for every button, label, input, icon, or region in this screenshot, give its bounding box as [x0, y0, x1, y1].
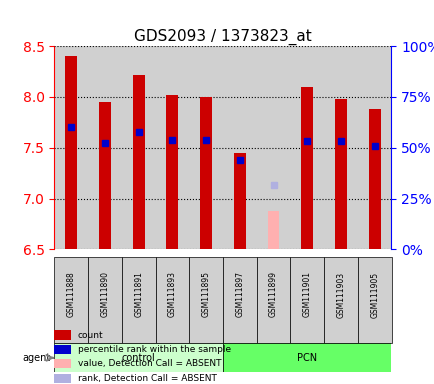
- Bar: [256, 46, 290, 249]
- Bar: [233, 153, 245, 249]
- Bar: [357, 46, 391, 249]
- Text: agent: agent: [23, 353, 51, 363]
- Text: PCN: PCN: [296, 353, 316, 363]
- Bar: [132, 74, 144, 249]
- FancyBboxPatch shape: [189, 257, 223, 343]
- FancyBboxPatch shape: [256, 257, 290, 343]
- Bar: [54, 374, 71, 383]
- Bar: [88, 46, 122, 249]
- Text: GSM111893: GSM111893: [168, 271, 177, 318]
- Bar: [334, 99, 346, 249]
- Bar: [290, 46, 323, 249]
- FancyBboxPatch shape: [323, 257, 357, 343]
- Text: GSM111891: GSM111891: [134, 271, 143, 317]
- Bar: [223, 46, 391, 249]
- Bar: [267, 211, 279, 249]
- Text: GSM111903: GSM111903: [335, 271, 345, 318]
- Bar: [323, 46, 357, 249]
- Bar: [301, 87, 312, 249]
- Bar: [65, 56, 77, 249]
- Bar: [54, 345, 71, 354]
- FancyBboxPatch shape: [223, 257, 256, 343]
- Bar: [54, 46, 88, 249]
- FancyBboxPatch shape: [88, 257, 122, 343]
- FancyBboxPatch shape: [223, 343, 391, 372]
- FancyBboxPatch shape: [155, 257, 189, 343]
- Bar: [368, 109, 380, 249]
- FancyBboxPatch shape: [357, 257, 391, 343]
- Bar: [200, 97, 211, 249]
- Text: GSM111901: GSM111901: [302, 271, 311, 318]
- Text: GSM111888: GSM111888: [66, 271, 76, 317]
- Bar: [155, 46, 189, 249]
- FancyBboxPatch shape: [122, 257, 155, 343]
- Bar: [122, 46, 155, 249]
- Text: value, Detection Call = ABSENT: value, Detection Call = ABSENT: [78, 359, 221, 368]
- Text: GSM111905: GSM111905: [369, 271, 378, 318]
- Bar: [189, 46, 223, 249]
- FancyBboxPatch shape: [54, 257, 88, 343]
- Text: rank, Detection Call = ABSENT: rank, Detection Call = ABSENT: [78, 374, 217, 383]
- Text: GSM111895: GSM111895: [201, 271, 210, 318]
- Bar: [99, 102, 111, 249]
- Bar: [223, 46, 256, 249]
- Text: percentile rank within the sample: percentile rank within the sample: [78, 345, 230, 354]
- Bar: [54, 330, 71, 340]
- Bar: [54, 46, 223, 249]
- Text: control: control: [122, 353, 155, 363]
- FancyBboxPatch shape: [54, 343, 223, 372]
- Text: GSM111899: GSM111899: [268, 271, 277, 318]
- Bar: [166, 95, 178, 249]
- Text: GSM111890: GSM111890: [100, 271, 109, 318]
- Text: GSM111897: GSM111897: [235, 271, 244, 318]
- Title: GDS2093 / 1373823_at: GDS2093 / 1373823_at: [134, 28, 311, 45]
- FancyBboxPatch shape: [290, 257, 323, 343]
- Bar: [54, 359, 71, 369]
- Text: count: count: [78, 331, 103, 339]
